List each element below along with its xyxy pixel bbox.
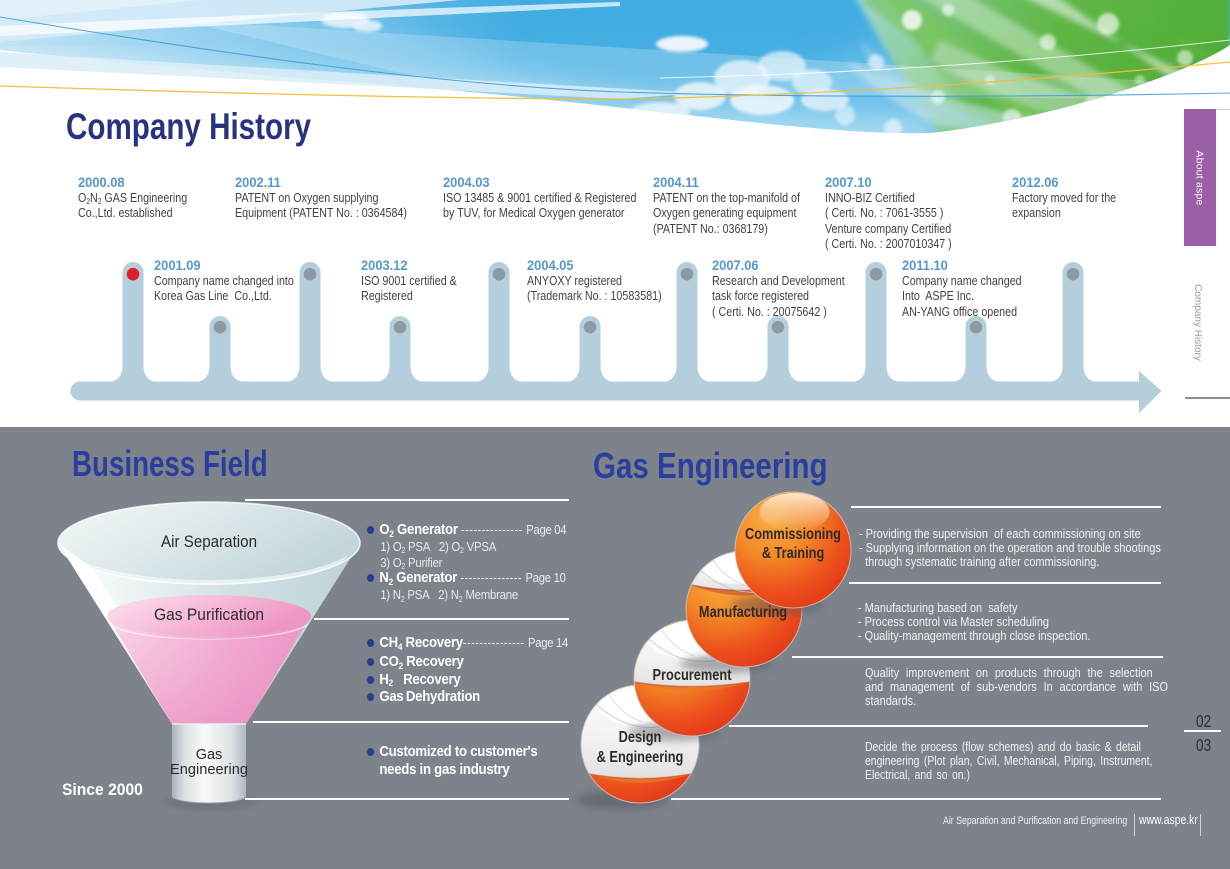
svg-text:Gas: Gas: [196, 747, 223, 763]
svg-text:Air Separation: Air Separation: [161, 533, 257, 551]
svg-text:Engineering: Engineering: [170, 762, 248, 778]
svg-text:Gas Purification: Gas Purification: [154, 606, 264, 624]
